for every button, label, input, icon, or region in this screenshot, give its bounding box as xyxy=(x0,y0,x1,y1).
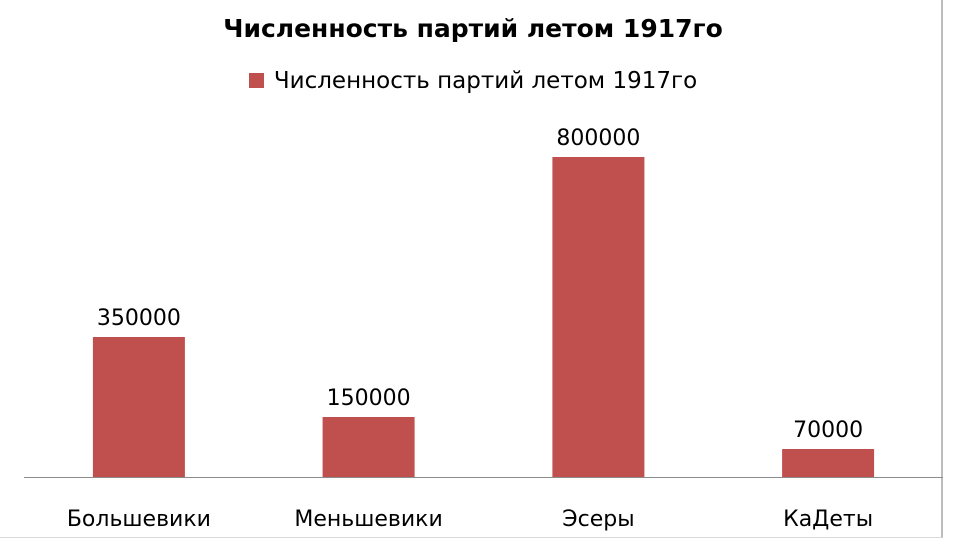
category-label-0: Большевики xyxy=(67,507,211,532)
bar-2 xyxy=(552,157,645,477)
bar-0 xyxy=(92,337,185,477)
chart-title: Численность партий летом 1917го xyxy=(223,14,723,43)
category-label-2: Эсеры xyxy=(562,507,634,532)
chart-legend: Численность партий летом 1917го xyxy=(0,68,946,94)
data-label-2: 800000 xyxy=(556,126,640,151)
data-label-1: 150000 xyxy=(327,386,411,411)
data-label-3: 70000 xyxy=(793,418,863,443)
category-label-1: Меньшевики xyxy=(294,507,442,532)
legend-swatch xyxy=(248,73,264,88)
bar-1 xyxy=(322,417,415,477)
bar-3 xyxy=(782,449,875,477)
legend-label: Численность партий летом 1917го xyxy=(273,68,698,94)
category-label-3: КаДеты xyxy=(783,507,873,532)
data-label-0: 350000 xyxy=(97,306,181,331)
chart-frame xyxy=(0,0,943,538)
